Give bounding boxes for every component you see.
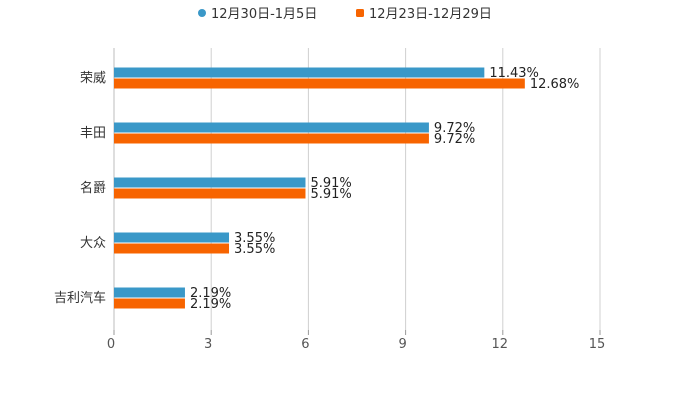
bar-series-1[interactable] (114, 122, 429, 133)
bar-value-label: 5.91% (310, 187, 351, 202)
category-label: 吉利汽车 (54, 290, 106, 306)
data-labels: 11.43% 9.72% 5.91% 3.55% 2.19% 12.68% 9.72% 5.9… (190, 66, 579, 312)
bar-series-2[interactable] (114, 298, 185, 309)
bars (114, 67, 525, 309)
x-tick-label: 6 (301, 337, 309, 352)
legend-marker (356, 9, 364, 17)
bar-series-1[interactable] (114, 287, 185, 298)
legend-label[interactable]: 12月23日-12月29日 (369, 7, 492, 22)
x-tick-label: 3 (204, 337, 212, 352)
bar-series-2[interactable] (114, 188, 306, 199)
bar-value-label: 11.43% (489, 66, 539, 81)
bar-value-label: 9.72% (434, 132, 475, 147)
legend-label[interactable]: 12月30日-1月5日 (211, 7, 317, 22)
category-label: 荣威 (80, 71, 106, 86)
bar-value-label: 5.91% (310, 176, 351, 191)
bar-value-label: 3.55% (234, 242, 275, 257)
bar-series-1[interactable] (114, 67, 485, 78)
bar-value-label: 2.19% (190, 286, 231, 301)
bar-value-label: 12.68% (530, 77, 580, 92)
bar-series-2[interactable] (114, 243, 230, 254)
bar-series-2[interactable] (114, 133, 429, 144)
x-tick-label: 0 (107, 337, 115, 352)
category-label: 名爵 (80, 180, 106, 196)
bar-series-1[interactable] (114, 232, 230, 243)
legend: 12月30日-1月5日 12月23日-12月29日 (198, 7, 492, 22)
legend-marker (198, 9, 206, 17)
x-tick-label: 12 (492, 337, 509, 352)
category-label: 丰田 (80, 126, 106, 141)
bar-value-label: 3.55% (234, 231, 275, 246)
category-label: 大众 (80, 236, 106, 251)
x-tick-label: 15 (589, 337, 606, 352)
bar-series-2[interactable] (114, 78, 525, 89)
bar-series-1[interactable] (114, 177, 306, 188)
bar-value-label: 2.19% (190, 297, 231, 312)
grid-lines (210, 48, 601, 330)
x-tick-label: 9 (398, 337, 406, 352)
bar-value-label: 9.72% (434, 121, 475, 136)
